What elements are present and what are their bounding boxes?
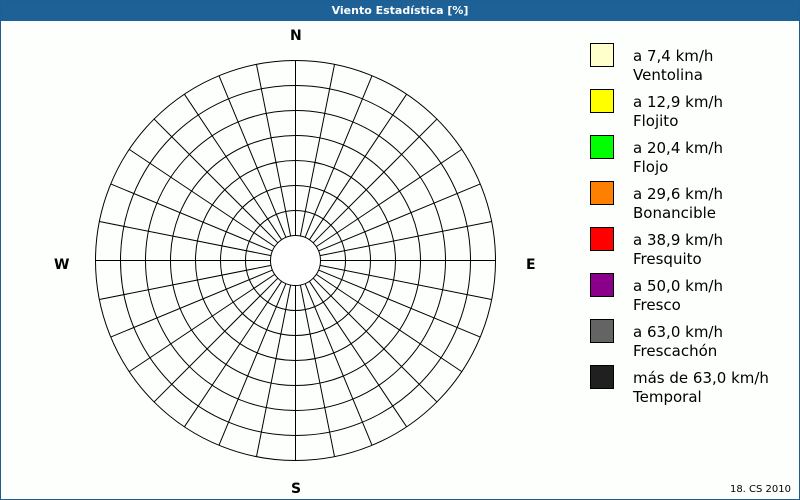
legend-range: más de 63,0 km/h	[633, 369, 769, 387]
legend-swatch	[590, 319, 614, 343]
legend-label: Fresquito	[633, 250, 702, 268]
ring	[120, 85, 471, 436]
chart-title: Viento Estadística [%]	[1, 1, 799, 21]
direction-spoke	[316, 148, 463, 248]
legend-range: a 20,4 km/h	[633, 139, 723, 157]
ring	[145, 110, 446, 411]
compass-south: S	[291, 481, 302, 497]
direction-spoke	[183, 93, 283, 240]
legend-swatch	[590, 43, 614, 67]
direction-spoke	[304, 283, 373, 446]
legend-label: Frescachón	[633, 342, 718, 360]
direction-spoke	[318, 183, 481, 252]
ring	[220, 185, 371, 336]
legend-range: a 63,0 km/h	[633, 323, 723, 341]
legend-label: Flojito	[633, 112, 679, 130]
compass-east: E	[526, 257, 536, 273]
direction-spoke	[153, 277, 279, 403]
direction-spoke	[316, 273, 463, 373]
direction-spoke	[308, 281, 408, 428]
direction-spoke	[99, 264, 272, 301]
direction-spoke	[318, 269, 481, 338]
direction-spoke	[308, 93, 408, 240]
compass-north: N	[290, 28, 302, 44]
direction-spoke	[319, 264, 492, 301]
footer-credit: 18. CS 2010	[729, 484, 791, 495]
legend-label: Bonancible	[633, 204, 717, 222]
legend-label: Ventolina	[633, 66, 703, 84]
direction-spoke	[99, 220, 272, 257]
direction-spoke	[218, 75, 287, 238]
direction-spoke	[128, 273, 275, 373]
direction-spoke	[255, 284, 292, 457]
ring	[195, 160, 396, 361]
legend-swatch	[590, 365, 614, 389]
legend-swatch	[590, 227, 614, 251]
direction-spoke	[128, 148, 275, 248]
direction-spoke	[312, 118, 438, 244]
direction-spoke	[255, 64, 292, 237]
legend-range: a 50,0 km/h	[633, 277, 723, 295]
direction-spoke	[110, 183, 273, 252]
direction-spoke	[153, 118, 279, 244]
legend-swatch	[590, 181, 614, 205]
center-circle	[270, 235, 321, 286]
legend-label: Flojo	[633, 158, 669, 176]
legend-range: a 38,9 km/h	[633, 231, 723, 249]
direction-spoke	[183, 281, 283, 428]
direction-spoke	[319, 220, 492, 257]
legend-range: a 12,9 km/h	[633, 93, 723, 111]
legend-label: Fresco	[633, 296, 681, 314]
direction-spoke	[218, 283, 287, 446]
ring	[170, 135, 421, 386]
direction-spoke	[299, 284, 336, 457]
direction-spoke	[312, 277, 438, 403]
legend-swatch	[590, 89, 614, 113]
ring	[245, 210, 346, 311]
legend-swatch	[590, 135, 614, 159]
compass-west: W	[54, 257, 70, 273]
legend-label: Temporal	[633, 388, 702, 406]
direction-spoke	[110, 269, 273, 338]
legend-swatch	[590, 273, 614, 297]
legend-range: a 29,6 km/h	[633, 185, 723, 203]
direction-spoke	[299, 64, 336, 237]
legend-range: a 7,4 km/h	[633, 47, 714, 65]
ring	[95, 60, 496, 461]
direction-spoke	[304, 75, 373, 238]
